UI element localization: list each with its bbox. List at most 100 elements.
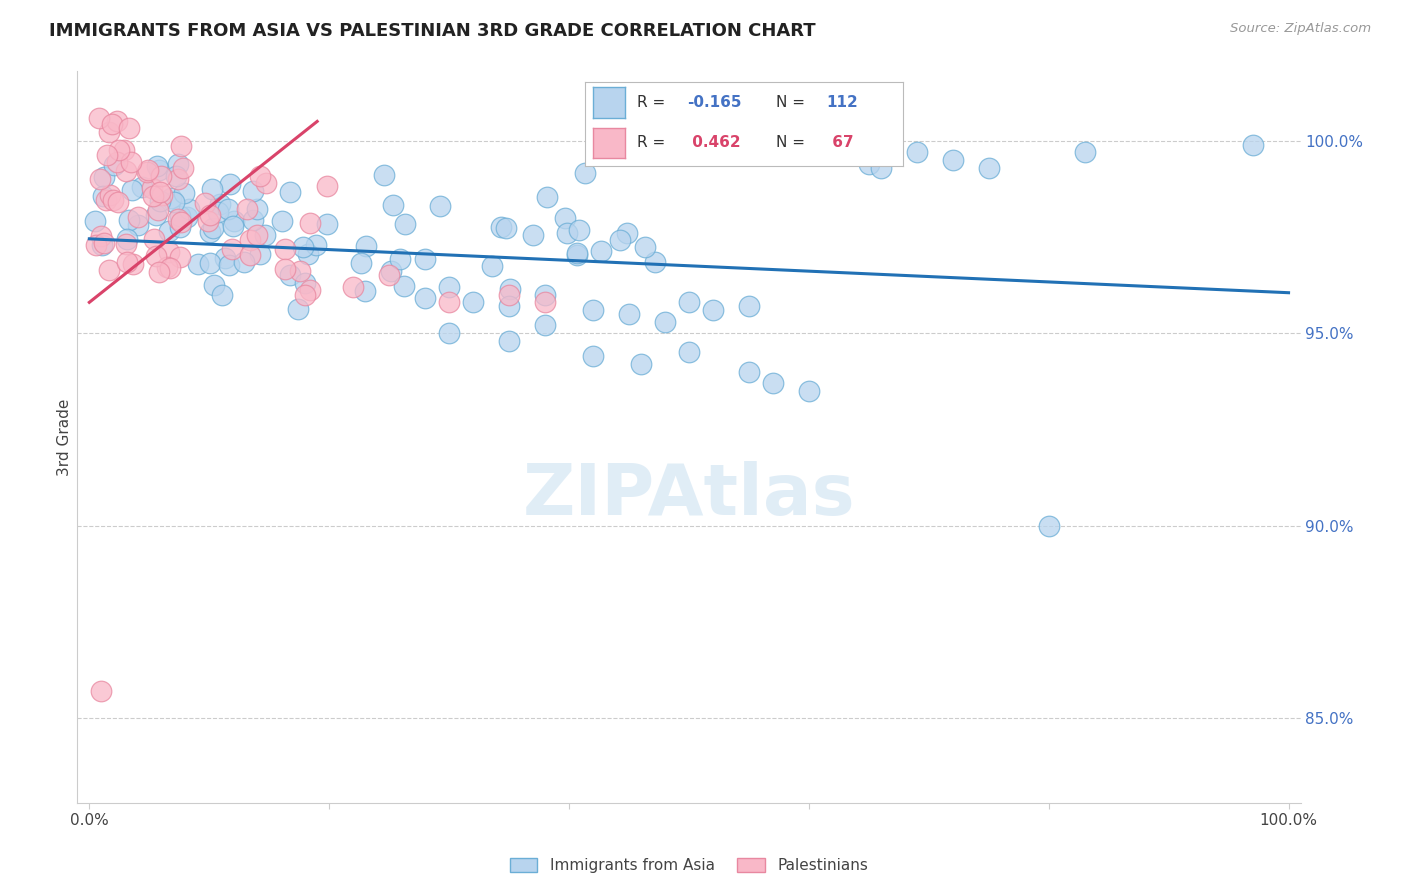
Point xyxy=(388,252,411,266)
Point xyxy=(350,256,373,270)
Point xyxy=(100,117,122,131)
Point xyxy=(299,283,322,297)
Text: Source: ZipAtlas.com: Source: ZipAtlas.com xyxy=(1230,22,1371,36)
Point xyxy=(219,177,242,191)
Point xyxy=(165,169,187,183)
Point xyxy=(869,161,891,175)
Point xyxy=(315,217,337,231)
Point xyxy=(131,179,153,194)
Point xyxy=(114,237,136,252)
Point xyxy=(394,217,416,231)
Point xyxy=(582,303,605,318)
Point xyxy=(157,244,180,259)
Point xyxy=(489,220,512,235)
Point xyxy=(461,295,484,310)
Point xyxy=(738,299,761,313)
Point xyxy=(87,111,110,125)
Point xyxy=(149,186,172,200)
Point xyxy=(146,159,169,173)
Point xyxy=(118,212,141,227)
Point xyxy=(173,186,195,200)
Point xyxy=(166,171,188,186)
Point xyxy=(249,169,271,184)
Point xyxy=(121,183,143,197)
Point xyxy=(177,202,200,217)
Point xyxy=(565,248,588,262)
Point xyxy=(94,193,117,207)
Point xyxy=(115,164,138,178)
Point xyxy=(187,257,209,271)
Point xyxy=(834,145,856,160)
Point xyxy=(157,224,180,238)
Y-axis label: 3rd Grade: 3rd Grade xyxy=(56,399,72,475)
Point xyxy=(115,255,138,269)
Point xyxy=(1073,145,1095,160)
Point xyxy=(315,178,337,193)
Point xyxy=(141,181,163,195)
Point xyxy=(167,156,190,170)
Point xyxy=(413,292,436,306)
Point xyxy=(170,215,193,229)
Point xyxy=(437,280,460,294)
Point xyxy=(127,219,149,233)
Point xyxy=(270,214,292,228)
Point xyxy=(170,139,193,153)
Point xyxy=(254,228,277,243)
Point xyxy=(156,260,179,274)
Point xyxy=(565,246,588,260)
Point xyxy=(678,295,700,310)
Point xyxy=(93,235,115,250)
Point xyxy=(634,240,657,254)
Point xyxy=(86,237,108,252)
Point xyxy=(246,202,269,217)
Point xyxy=(148,264,170,278)
Point xyxy=(278,268,301,282)
Point xyxy=(90,229,112,244)
Point xyxy=(568,222,591,236)
Point xyxy=(249,247,271,261)
Point xyxy=(288,263,311,277)
Point xyxy=(115,232,138,246)
Point xyxy=(380,264,402,278)
Point xyxy=(574,165,596,179)
Point xyxy=(762,376,785,391)
Point xyxy=(555,226,578,240)
Point xyxy=(977,161,1000,175)
Point xyxy=(150,169,173,183)
Point xyxy=(202,277,225,292)
Point xyxy=(591,244,613,258)
Point xyxy=(93,169,115,184)
Point xyxy=(437,326,460,340)
Point xyxy=(232,255,254,269)
Point xyxy=(198,225,221,239)
Point xyxy=(97,263,120,277)
Point xyxy=(299,216,322,230)
Point xyxy=(394,278,416,293)
Point xyxy=(238,233,260,247)
Point xyxy=(148,162,170,177)
Point xyxy=(536,190,558,204)
Point xyxy=(292,240,315,254)
Point xyxy=(84,213,107,227)
Point xyxy=(89,171,111,186)
Point xyxy=(254,177,277,191)
Point xyxy=(797,141,820,155)
Point xyxy=(159,261,181,276)
Point xyxy=(644,255,666,269)
Point xyxy=(163,195,186,210)
Point xyxy=(169,220,191,235)
Point xyxy=(342,280,364,294)
Point xyxy=(738,365,761,379)
Point xyxy=(160,191,183,205)
Point xyxy=(146,203,169,218)
Point xyxy=(294,276,316,290)
Point xyxy=(150,188,173,202)
Point xyxy=(378,268,401,283)
Point xyxy=(274,243,297,257)
Point xyxy=(354,239,377,253)
Point xyxy=(98,187,121,202)
Point xyxy=(194,196,217,211)
Point xyxy=(101,193,124,207)
Point xyxy=(214,252,236,266)
Point xyxy=(222,219,245,233)
